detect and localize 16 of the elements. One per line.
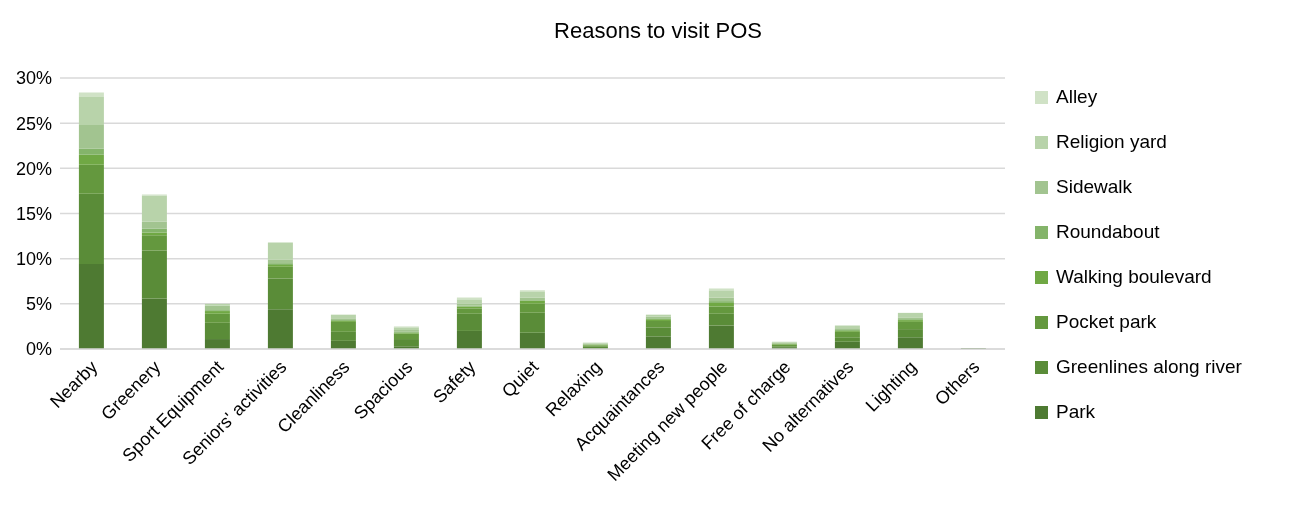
y-tick-label: 25% xyxy=(15,113,52,134)
y-tick-label: 5% xyxy=(25,294,52,315)
legend-label: Roundabout xyxy=(1056,221,1160,243)
legend-label: Alley xyxy=(1056,86,1098,108)
legend-label: Pocket park xyxy=(1056,311,1157,333)
y-tick-label: 0% xyxy=(25,339,52,360)
chart-title: Reasons to visit POS xyxy=(553,18,763,44)
y-tick-label: 10% xyxy=(15,249,52,270)
legend-label: Greenlines along river xyxy=(1056,356,1242,378)
y-tick-label: 20% xyxy=(15,158,52,179)
legend-label: Religion yard xyxy=(1056,131,1167,153)
legend-label: Sidewalk xyxy=(1056,176,1133,198)
y-tick-label: 30% xyxy=(15,68,52,89)
legend-label: Park xyxy=(1056,401,1096,423)
y-tick-label: 15% xyxy=(15,203,52,224)
legend-label: Walking boulevard xyxy=(1056,266,1212,288)
